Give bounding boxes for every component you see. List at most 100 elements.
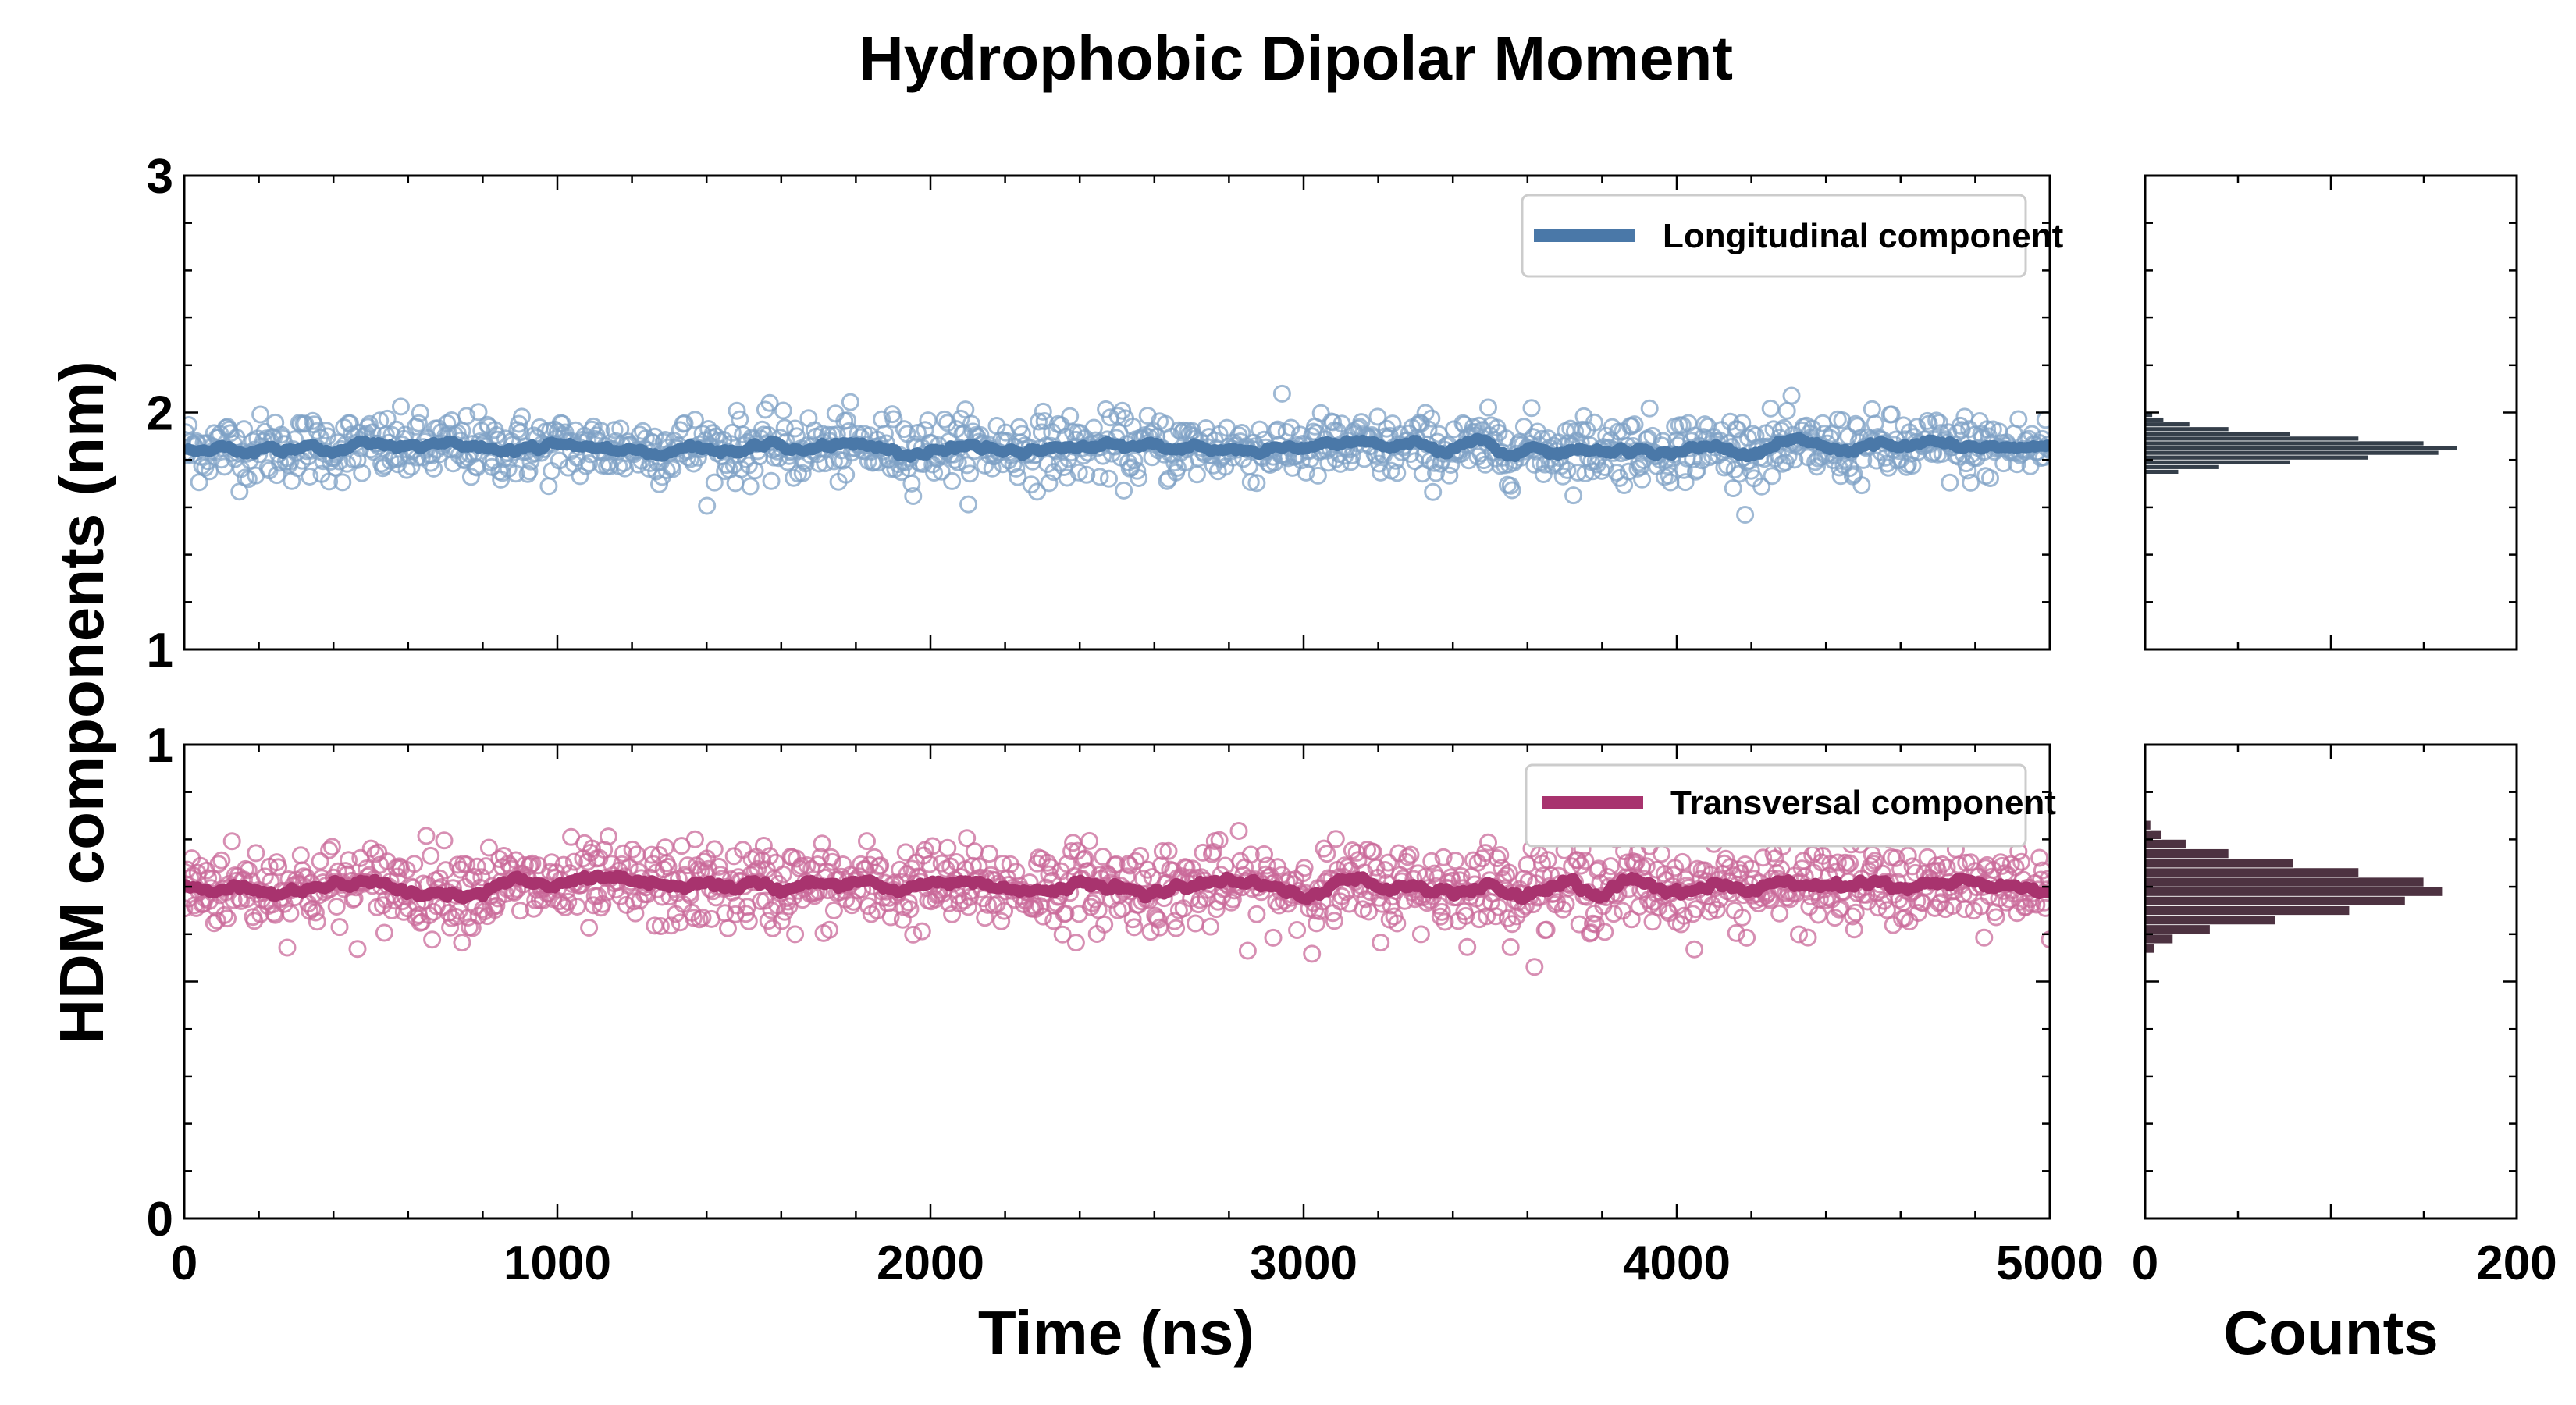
scatter-point	[1724, 479, 1742, 497]
histogram-bar	[2144, 459, 2291, 465]
scatter-point	[1640, 399, 1659, 418]
scatter-point	[651, 917, 670, 935]
x-tick-label: 0	[171, 1236, 197, 1290]
scatter-point	[468, 857, 486, 876]
scatter-point	[1061, 407, 1080, 425]
scatter-point	[1975, 928, 1994, 947]
histogram-longitudinal-frame	[2144, 174, 2518, 651]
scatter-point	[330, 918, 349, 937]
histogram-bar	[2144, 877, 2425, 887]
scatter-point	[251, 405, 270, 424]
scatter-point	[235, 420, 253, 439]
scatter-point	[327, 898, 346, 916]
scatter-point	[1388, 464, 1407, 482]
scatter-point	[1808, 457, 1826, 476]
scatter-point	[409, 414, 428, 432]
histogram-bar	[2144, 848, 2229, 859]
scatter-point	[1962, 473, 1980, 492]
scatter-point	[308, 912, 326, 931]
scatter-point	[1130, 469, 1148, 487]
transversal-ticks: 0 1000 2000 3000 4000 5000 0 1	[147, 719, 2104, 1290]
scatter-point	[1310, 902, 1329, 920]
histogram-bar	[2144, 426, 2229, 432]
scatter-point	[1761, 399, 1780, 418]
scatter-point	[1637, 857, 1656, 876]
scatter-point	[837, 465, 856, 484]
scatter-point	[599, 827, 617, 846]
scatter-point	[1458, 937, 1477, 956]
longitudinal-running-average	[184, 432, 2050, 463]
x-tick-label: 2000	[877, 1236, 984, 1290]
scatter-point	[728, 401, 746, 420]
scatter-point	[1503, 481, 1521, 500]
scatter-point	[1251, 420, 1269, 439]
scatter-point	[1486, 907, 1505, 926]
scatter-point	[995, 902, 1013, 920]
scatter-point	[901, 900, 920, 919]
scatter-point	[824, 852, 841, 871]
chart-title: Hydrophobic Dipolar Moment	[859, 23, 1733, 93]
scatter-point	[902, 474, 921, 493]
scatter-point	[580, 454, 599, 472]
scatter-point	[1522, 399, 1541, 418]
scatter-point	[705, 840, 724, 859]
scatter-point	[281, 904, 300, 923]
scatter-point	[1159, 841, 1178, 860]
scatter-point	[1685, 940, 1704, 959]
scatter-point	[1445, 420, 1463, 439]
scatter-point	[348, 940, 367, 959]
y-tick-label: 2	[147, 387, 173, 441]
scatter-point	[1258, 856, 1276, 875]
y-tick-label: 3	[147, 150, 173, 204]
scatter-point	[479, 838, 498, 857]
scatter-point	[1452, 867, 1471, 885]
scatter-point	[919, 411, 938, 430]
scatter-point	[1488, 849, 1507, 867]
scatter-point	[762, 471, 781, 490]
scatter-point	[1625, 415, 1644, 434]
scatter-point	[1926, 898, 1944, 917]
scatter-point	[353, 464, 372, 482]
scatter-point	[724, 847, 743, 866]
scatter-point	[278, 938, 297, 957]
scatter-point	[1489, 898, 1508, 916]
scatter-point	[685, 830, 704, 848]
scatter-point	[1388, 914, 1407, 933]
scatter-point	[1479, 398, 1497, 417]
scatter-point	[457, 407, 476, 425]
scatter-point	[785, 468, 803, 487]
scatter-point	[662, 916, 681, 935]
scatter-point	[1326, 830, 1345, 848]
scatter-point	[1050, 454, 1069, 472]
scatter-point	[1367, 858, 1386, 877]
scatter-point	[1622, 910, 1641, 929]
scatter-point	[938, 838, 957, 857]
transversal-histogram-bars	[2144, 820, 2443, 954]
scatter-point	[1500, 863, 1518, 882]
x-axis-label-time: Time (ns)	[978, 1298, 1254, 1368]
scatter-point	[571, 467, 589, 486]
scatter-point	[1525, 958, 1544, 976]
scatter-point	[1491, 846, 1510, 864]
scatter-point	[405, 855, 424, 873]
scatter-point	[1887, 848, 1905, 867]
scatter-point	[920, 855, 939, 873]
histogram-bar	[2144, 445, 2458, 451]
scatter-point	[992, 912, 1011, 930]
scatter-point	[899, 893, 918, 912]
scatter-point	[626, 904, 645, 923]
scatter-point	[675, 414, 694, 432]
histogram-bar	[2144, 943, 2155, 954]
scatter-point	[943, 471, 962, 490]
scatter-point	[1674, 461, 1693, 479]
scatter-point	[520, 462, 539, 481]
scatter-point	[269, 858, 288, 877]
scatter-point	[568, 898, 586, 916]
transversal-frame	[183, 743, 2051, 1220]
scatter-point	[1619, 462, 1638, 481]
scatter-point	[2001, 855, 2020, 873]
legend-transversal-label: Transversal component	[1670, 784, 2056, 822]
scatter-point	[1660, 466, 1678, 485]
scatter-point	[693, 908, 712, 927]
